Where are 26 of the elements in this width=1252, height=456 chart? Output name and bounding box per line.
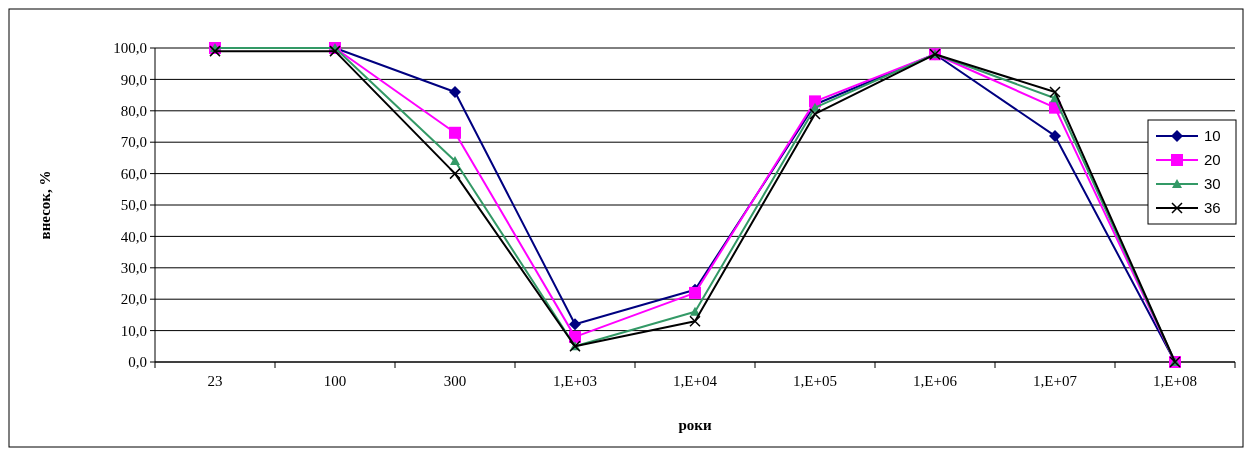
- legend-label: 10: [1204, 127, 1221, 145]
- y-tick-label: 10,0: [120, 322, 147, 339]
- x-tick-label: 1,E+08: [1153, 373, 1197, 389]
- x-tick-label: 23: [207, 373, 223, 389]
- y-tick-label: 30,0: [120, 260, 147, 277]
- x-tick-label: 1,E+04: [673, 373, 718, 389]
- y-tick-label: 100,0: [113, 40, 147, 57]
- x-tick-label: 300: [443, 373, 467, 389]
- y-tick-label: 60,0: [120, 165, 147, 182]
- legend-label: 36: [1204, 199, 1221, 217]
- y-tick-label: 20,0: [120, 291, 147, 308]
- x-tick-label: 1,E+03: [553, 373, 597, 389]
- y-tick-label: 80,0: [120, 103, 147, 120]
- y-tick-label: 70,0: [120, 134, 147, 151]
- y-tick-label: 90,0: [120, 71, 147, 88]
- y-axis-title: внесок, %: [37, 170, 53, 240]
- x-tick-label: 1,E+05: [793, 373, 837, 389]
- y-tick-label: 50,0: [120, 197, 147, 214]
- y-tick-label: 0,0: [128, 354, 147, 371]
- legend-label: 30: [1204, 175, 1221, 193]
- x-tick-label: 100: [323, 373, 347, 389]
- x-axis-title: роки: [678, 417, 712, 433]
- x-tick-label: 1,E+07: [1033, 373, 1078, 389]
- y-tick-label: 40,0: [120, 228, 147, 245]
- x-tick-label: 1,E+06: [913, 373, 958, 389]
- legend-label: 20: [1204, 151, 1221, 169]
